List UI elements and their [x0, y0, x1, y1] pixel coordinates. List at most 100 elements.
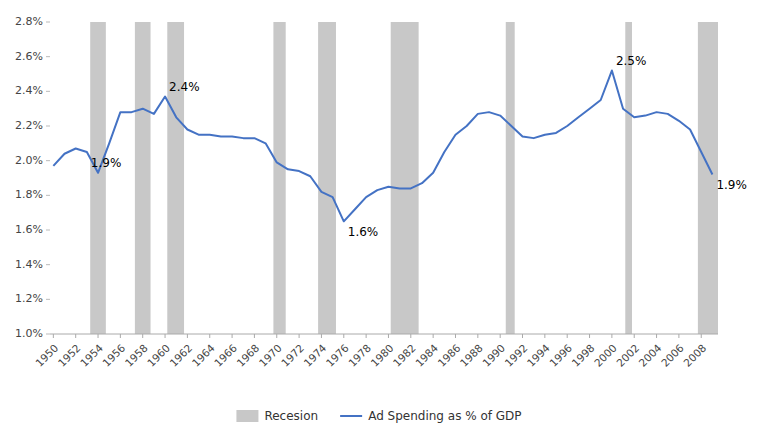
x-tick [388, 334, 389, 338]
x-tick-label: 1970 [256, 342, 283, 369]
x-tick [634, 334, 635, 338]
y-tick [46, 22, 50, 23]
recession-band [90, 22, 106, 334]
y-tick-label: 2.2% [15, 119, 43, 132]
x-tick-label: 1950 [33, 342, 60, 369]
y-tick [46, 56, 50, 57]
x-tick-label: 1994 [525, 341, 553, 369]
x-tick-label: 1962 [167, 342, 194, 369]
y-tick [46, 230, 50, 231]
x-tick [500, 334, 501, 338]
x-tick-label: 2000 [592, 342, 619, 369]
legend-swatch [236, 410, 258, 422]
legend-label: Ad Spending as % of GDP [368, 409, 521, 423]
x-tick-label: 1976 [323, 341, 351, 369]
recession-band [318, 22, 336, 334]
y-tick [46, 91, 50, 92]
y-tick-label: 2.4% [15, 84, 43, 97]
annotations: 1.9% 2.4% 1.6% 2.5% 1.9% [91, 54, 747, 240]
annotation: 2.5% [616, 54, 647, 68]
axes: 1.0% 1.2% 1.4% 1.6% 1.8% 2.0% 2.2% 2.4% 2.6% 2.8%… [15, 15, 718, 369]
x-tick [589, 334, 590, 338]
annotation: 1.9% [716, 178, 747, 192]
y-tick [46, 334, 50, 335]
y-tick-label: 1.2% [15, 292, 43, 305]
x-axis-line [50, 334, 718, 335]
recession-band [625, 22, 632, 334]
x-tick [120, 334, 121, 338]
x-tick-label: 1986 [435, 341, 463, 369]
recession-band [273, 22, 285, 334]
x-tick-label: 1988 [458, 342, 485, 369]
legend-label: Recesion [264, 409, 318, 423]
x-tick-label: 1978 [346, 342, 373, 369]
x-tick [366, 334, 367, 338]
x-tick-label: 1956 [100, 341, 128, 369]
y-tick-label: 1.4% [15, 258, 43, 271]
x-tick-label: 1974 [301, 341, 329, 369]
x-tick [321, 334, 322, 338]
x-tick [701, 334, 702, 338]
x-tick-label: 1954 [78, 341, 106, 369]
x-tick [455, 334, 456, 338]
x-tick-label: 1960 [145, 342, 172, 369]
x-tick-label: 1996 [547, 341, 575, 369]
x-tick [522, 334, 523, 338]
y-tick [46, 160, 50, 161]
x-tick-label: 1964 [189, 341, 217, 369]
recession-band [135, 22, 151, 334]
y-tick [46, 195, 50, 196]
chart: 1.0% 1.2% 1.4% 1.6% 1.8% 2.0% 2.2% 2.4% 2.6% 2.8%… [0, 0, 758, 432]
x-tick [410, 334, 411, 338]
x-tick-label: 1998 [569, 342, 596, 369]
x-tick-label: 1984 [413, 341, 441, 369]
x-tick [209, 334, 210, 338]
x-tick [611, 334, 612, 338]
x-tick [656, 334, 657, 338]
x-tick-label: 2004 [636, 341, 664, 369]
plot-area [53, 22, 718, 334]
x-tick [75, 334, 76, 338]
y-tick [46, 126, 50, 127]
x-tick-label: 2008 [681, 342, 708, 369]
x-tick [544, 334, 545, 338]
x-tick [343, 334, 344, 338]
y-tick-label: 2.6% [15, 50, 43, 63]
recession-band [167, 22, 184, 334]
y-tick-label: 1.8% [15, 188, 43, 201]
recession-band [698, 22, 718, 334]
y-tick-label: 2.0% [15, 154, 43, 167]
legend: Recesion Ad Spending as % of GDP [236, 409, 521, 423]
x-tick-label: 2002 [614, 342, 641, 369]
x-tick [433, 334, 434, 338]
x-tick-label: 1992 [502, 342, 529, 369]
x-tick-label: 2006 [659, 341, 687, 369]
recession-band [391, 22, 419, 334]
y-tick-label: 2.8% [15, 15, 43, 28]
line-series [53, 71, 712, 222]
x-tick [567, 334, 568, 338]
recession-band [506, 22, 515, 334]
annotation: 1.9% [91, 156, 122, 170]
x-tick [678, 334, 679, 338]
y-tick-label: 1.6% [15, 223, 43, 236]
x-tick [187, 334, 188, 338]
x-tick-label: 1966 [212, 341, 240, 369]
x-tick-label: 1982 [390, 342, 417, 369]
legend-swatch [340, 415, 362, 417]
x-tick [165, 334, 166, 338]
y-tick [46, 264, 50, 265]
x-tick-label: 1990 [480, 342, 507, 369]
y-tick-label: 1.0% [15, 327, 43, 340]
legend-item: Recesion [236, 409, 318, 423]
x-tick [477, 334, 478, 338]
annotation: 2.4% [169, 80, 200, 94]
x-tick [53, 334, 54, 338]
x-tick [254, 334, 255, 338]
x-tick [142, 334, 143, 338]
y-tick [46, 299, 50, 300]
x-tick [98, 334, 99, 338]
x-tick [232, 334, 233, 338]
annotation: 1.6% [348, 225, 379, 239]
x-tick-label: 1972 [279, 342, 306, 369]
